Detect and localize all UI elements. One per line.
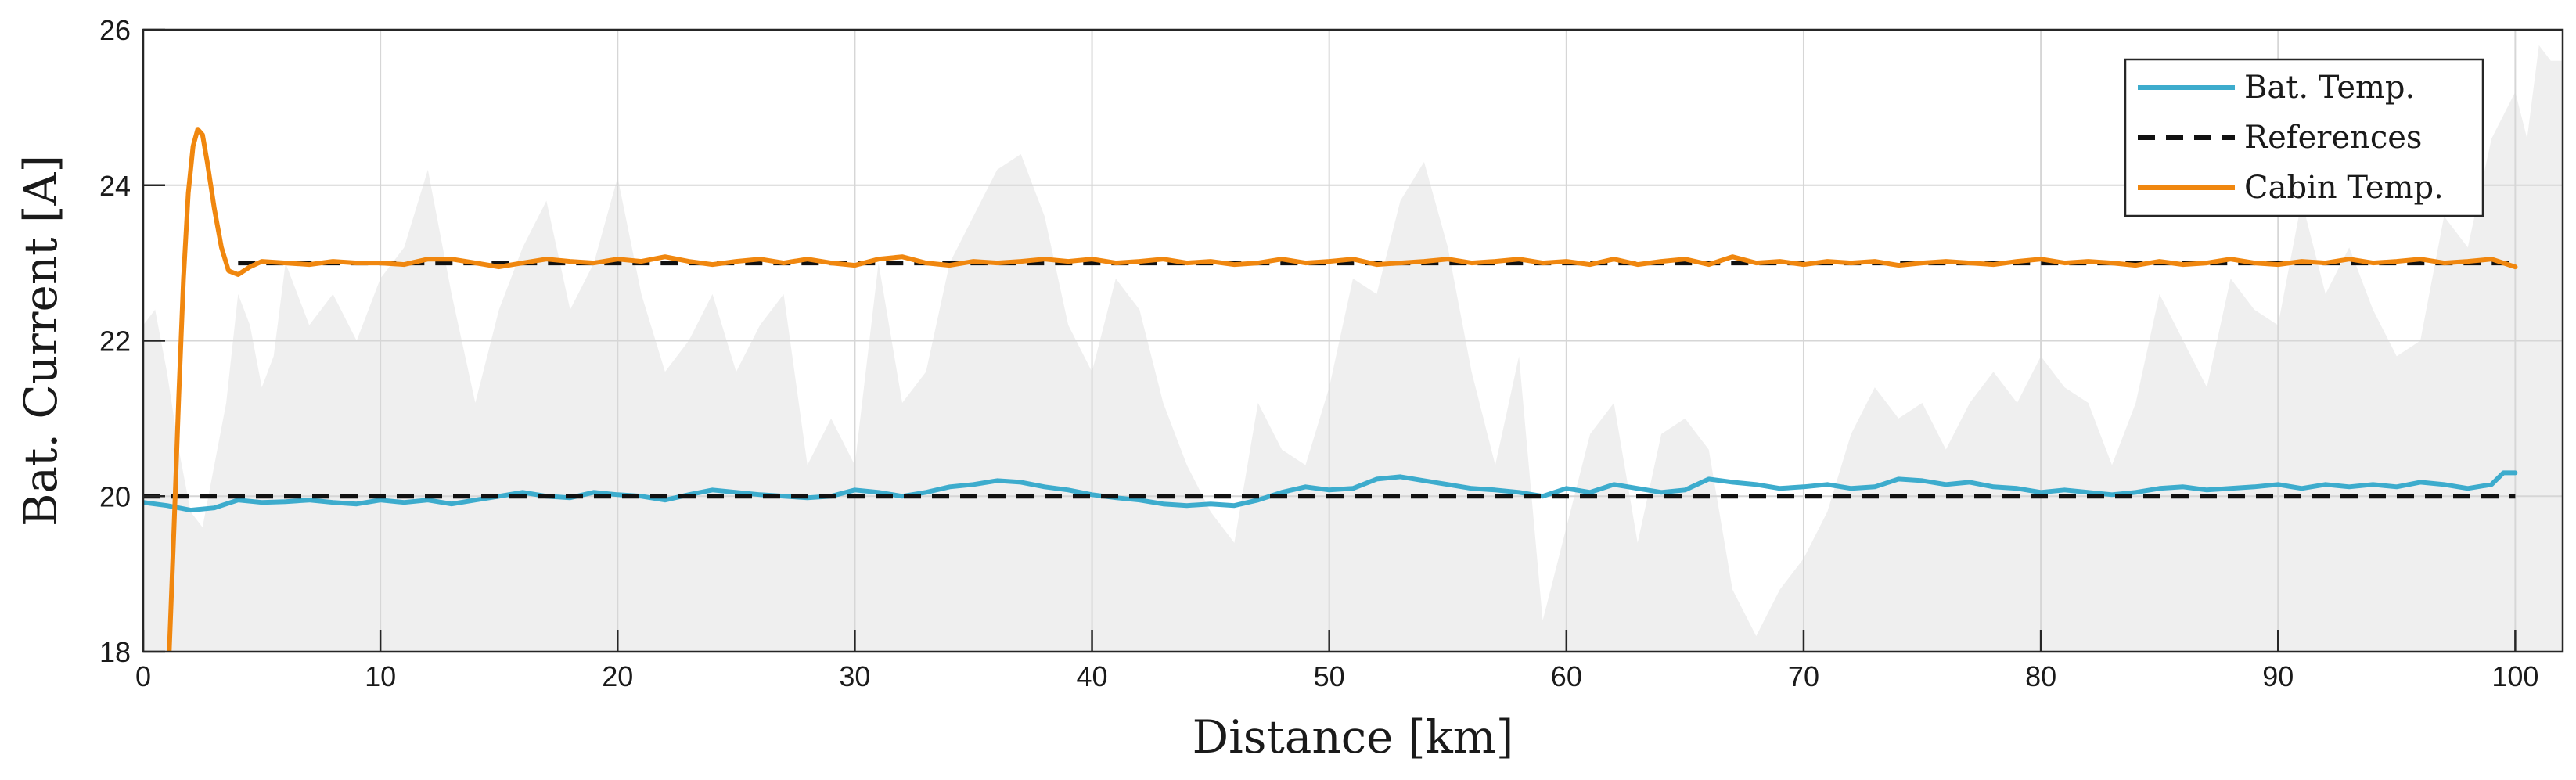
x-tick-label: 20 [602, 660, 633, 692]
y-axis-ticks: 18 20 22 24 26 [99, 14, 165, 668]
legend-entries: Bat. Temp. References Cabin Temp. [2138, 70, 2444, 206]
x-tick-label: 100 [2491, 660, 2538, 692]
y-tick-label: 26 [99, 14, 131, 46]
x-tick-label: 70 [1788, 660, 1819, 692]
x-tick-label: 80 [2025, 660, 2056, 692]
y-tick-label: 20 [99, 480, 131, 512]
y-tick-label: 22 [99, 325, 131, 358]
legend-entry: Bat. Temp. [2138, 70, 2415, 106]
x-tick-label: 90 [2262, 660, 2294, 692]
y-tick-label: 18 [99, 636, 131, 668]
x-axis-ticks: 0 10 20 30 40 50 60 70 80 90 100 [135, 630, 2538, 692]
x-tick-label: 40 [1077, 660, 1108, 692]
x-tick-label: 60 [1551, 660, 1582, 692]
x-tick-label: 0 [135, 660, 151, 692]
x-tick-label: 50 [1314, 660, 1345, 692]
x-axis-label: Distance [km] [1193, 710, 1514, 764]
y-axis-label: Bat. Current [A] [14, 155, 67, 527]
legend-label: References [2244, 120, 2422, 156]
legend: Bat. Temp. References Cabin Temp. [2124, 58, 2484, 217]
legend-entry: Cabin Temp. [2138, 170, 2444, 206]
legend-label: Bat. Temp. [2244, 70, 2415, 106]
legend-label: Cabin Temp. [2244, 170, 2444, 206]
axes: 0 10 20 30 40 50 60 70 80 90 100 18 20 22 24 26 [99, 14, 2538, 692]
series-cabin-temp [167, 127, 2518, 652]
legend-entry: References [2138, 120, 2422, 156]
y-tick-label: 24 [99, 170, 131, 202]
x-tick-label: 30 [839, 660, 870, 692]
series-layer [143, 127, 2518, 652]
grid [142, 29, 2563, 652]
series-line [167, 127, 2518, 652]
background-profile-area [143, 45, 2563, 652]
x-tick-label: 10 [365, 660, 396, 692]
